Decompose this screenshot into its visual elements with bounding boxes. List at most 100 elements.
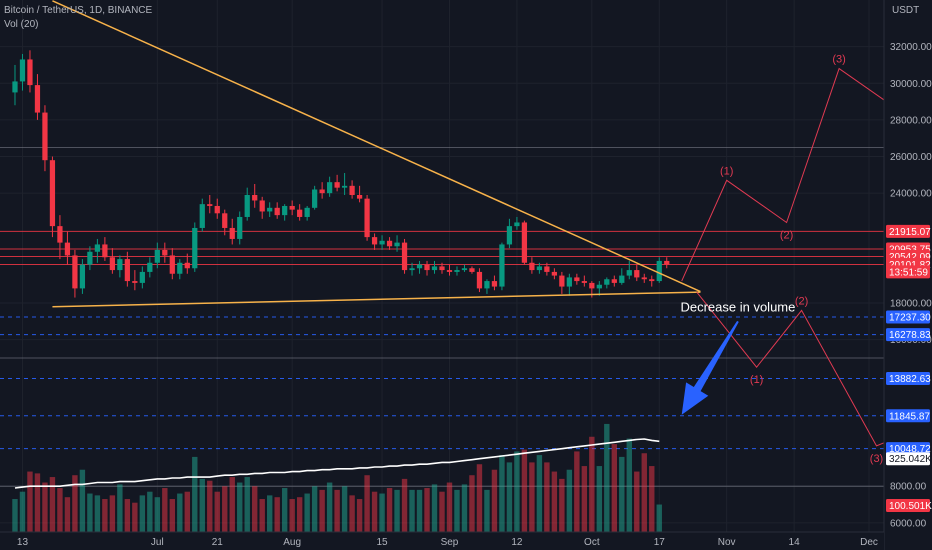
volume-bar (566, 469, 573, 532)
candle-body (19, 59, 26, 82)
candle-body (619, 275, 625, 283)
volume-indicator-label[interactable]: Vol (20) (4, 19, 39, 30)
trendline-lower (52, 291, 701, 308)
candle (304, 205, 310, 221)
candle-body (371, 237, 378, 245)
volume-bar (304, 493, 310, 532)
candle-body (222, 213, 228, 228)
candle-body (664, 260, 670, 265)
volume-bar (12, 499, 18, 532)
candle-body (132, 281, 138, 283)
candle (656, 257, 662, 283)
volume-bar (326, 482, 333, 532)
candle-body (596, 284, 602, 289)
candle (109, 248, 115, 274)
volume-bar (416, 489, 423, 532)
candle (259, 196, 265, 219)
volume-bar (259, 499, 265, 532)
volume-bar (521, 449, 528, 532)
candle-body (581, 281, 587, 283)
volume-bar (139, 495, 146, 532)
candle (12, 64, 18, 106)
volume-value-badge (886, 452, 930, 466)
volume-bar (611, 444, 618, 532)
volume-bar (656, 504, 662, 532)
candle-body (409, 268, 415, 271)
candle (297, 204, 303, 221)
volume-bar (349, 495, 355, 532)
drawings: (1)(2)(3)(4)(1)(2)(3)(4)Decrease in volu… (52, 0, 932, 465)
candle (192, 222, 198, 272)
price-level-label: 20953.75 (889, 244, 931, 255)
volume-bar (154, 497, 161, 532)
candle-body (27, 59, 33, 86)
candle-body (327, 182, 333, 194)
price-level-badge (886, 310, 930, 324)
candle (229, 218, 235, 245)
volume-bar (177, 493, 183, 532)
candle-body (169, 255, 175, 274)
candle-body (207, 204, 213, 206)
candle-body (544, 266, 550, 272)
candle-body (589, 282, 595, 289)
volume-bar (364, 475, 370, 532)
volume-bar (207, 480, 213, 532)
candle-body (252, 194, 258, 201)
candle (34, 74, 41, 120)
time-axis-tick: Jul (151, 537, 164, 548)
time-axis-tick: 14 (789, 537, 801, 548)
volume-bar (94, 495, 101, 532)
time-axis-tick: Sep (441, 537, 459, 548)
time-axis-tick: Nov (718, 537, 736, 548)
volume-bar (42, 482, 48, 532)
candle-body (199, 204, 205, 228)
candle-body (461, 268, 468, 271)
time-axis-background (0, 532, 884, 550)
volume-ma-line (14, 438, 660, 489)
volume-bar (87, 493, 93, 532)
volume-bar (229, 477, 235, 532)
candle (506, 218, 513, 249)
candle (162, 242, 168, 263)
volume-bar (394, 489, 400, 532)
candle (446, 264, 453, 276)
symbol-title[interactable]: Bitcoin / TetherUS, 1D, BINANCE (4, 5, 153, 16)
candle (102, 237, 108, 261)
candle-body (282, 205, 288, 216)
time-axis-tick: Dec (860, 537, 878, 548)
time-axis: 13 Jul 21 Aug 15 Sep 12 Oct 17 Nov 14 Dec (0, 531, 884, 550)
volume-bar (424, 488, 430, 532)
candle (581, 275, 587, 287)
candle-body (102, 244, 108, 258)
volume-bar (27, 471, 33, 532)
candle (394, 235, 400, 252)
volume-bar (499, 455, 505, 532)
volume-bar (514, 451, 520, 532)
candle-body (641, 277, 647, 280)
volume-bar (506, 462, 513, 532)
candle (199, 198, 205, 232)
candle-body (574, 277, 580, 282)
candle-body (649, 279, 655, 282)
volume-bar (604, 423, 610, 532)
bear-wave-label: (3) (870, 453, 883, 465)
volume-bars (12, 423, 662, 532)
price-level-label: 20542.09 (889, 252, 931, 263)
volume-bar (169, 499, 176, 532)
candle-body (469, 268, 475, 272)
volume-bar (409, 489, 415, 532)
volume-bar (311, 486, 318, 532)
volume-value-label: 100.501K (889, 501, 932, 512)
volume-bar (649, 466, 655, 532)
bull-wave-label: (2) (780, 229, 793, 241)
volume-bar (634, 471, 640, 532)
candle-body (566, 277, 572, 287)
bull-wave-label: (1) (720, 165, 733, 177)
volume-bar (596, 466, 603, 532)
candle-body (162, 249, 168, 256)
candle-body (604, 279, 610, 285)
volume-bar (484, 489, 490, 532)
volume-bar (334, 489, 340, 532)
